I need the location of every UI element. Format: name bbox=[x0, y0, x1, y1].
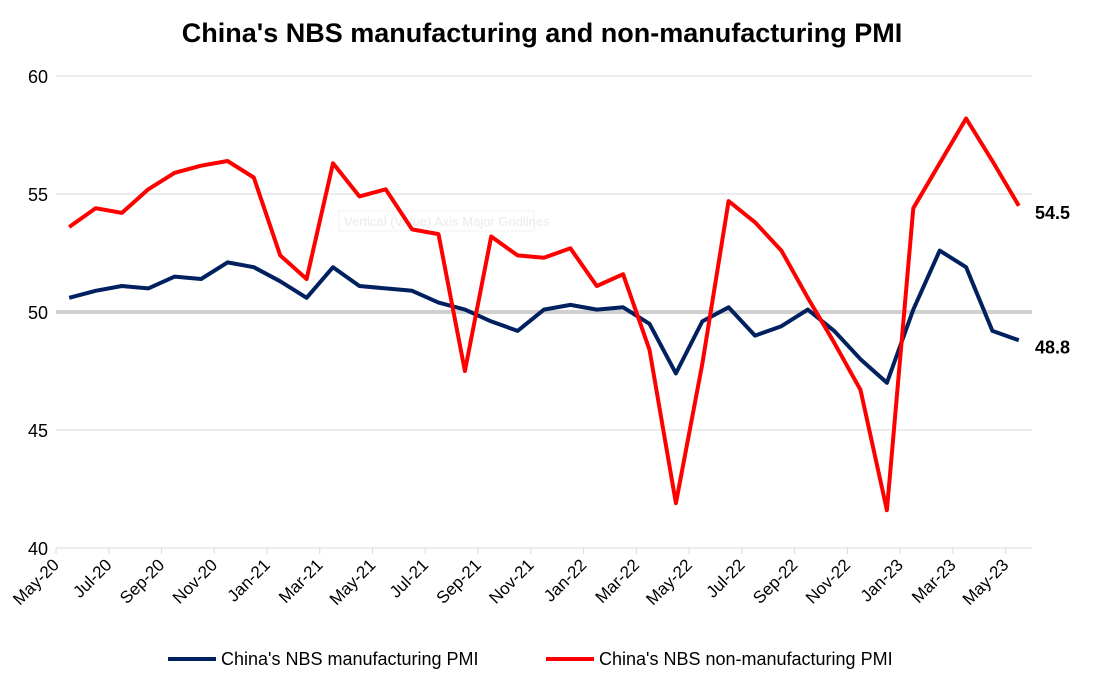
y-tick-label: 60 bbox=[28, 67, 48, 87]
series-line-non-manufacturing bbox=[68, 116, 1021, 513]
chart-title: China's NBS manufacturing and non-manufa… bbox=[182, 18, 902, 48]
y-tick-label: 40 bbox=[28, 539, 48, 559]
x-tick-label: Sep-22 bbox=[749, 555, 801, 607]
x-tick-label: Nov-22 bbox=[802, 555, 854, 607]
legend-label: China's NBS non-manufacturing PMI bbox=[599, 649, 893, 669]
x-tick-label: Jul-21 bbox=[386, 555, 432, 601]
end-data-label: 48.8 bbox=[1035, 337, 1070, 357]
x-tick-label: Nov-20 bbox=[169, 555, 221, 607]
y-tick-label: 50 bbox=[28, 303, 48, 323]
series-line-manufacturing bbox=[68, 248, 1020, 385]
x-tick-label: Mar-23 bbox=[908, 555, 960, 607]
x-tick-label: Mar-22 bbox=[592, 555, 644, 607]
x-tick-label: Jan-21 bbox=[224, 555, 274, 605]
x-tick-label: Mar-21 bbox=[275, 555, 327, 607]
x-tick-label: May-23 bbox=[959, 555, 1013, 609]
x-tick-label: Jul-20 bbox=[69, 555, 115, 601]
tooltip-text: Vertical (Value) Axis Major Gridlines bbox=[344, 214, 550, 229]
end-data-label: 54.5 bbox=[1035, 203, 1070, 223]
x-tick-label: Sep-21 bbox=[433, 555, 485, 607]
gridline-tooltip: Vertical (Value) Axis Major Gridlines bbox=[338, 210, 550, 232]
x-tick-label: Sep-20 bbox=[116, 555, 168, 607]
legend-label: China's NBS manufacturing PMI bbox=[221, 649, 479, 669]
x-tick-label: May-21 bbox=[326, 555, 380, 609]
x-tick-label: Jan-22 bbox=[540, 555, 590, 605]
x-tick-label: Nov-21 bbox=[485, 555, 537, 607]
x-tick-label: Jul-22 bbox=[702, 555, 748, 601]
legend: China's NBS manufacturing PMI China's NBS… bbox=[168, 649, 893, 669]
x-tick-label: May-20 bbox=[9, 555, 63, 609]
x-tick-label: May-22 bbox=[642, 555, 696, 609]
y-tick-label: 55 bbox=[28, 185, 48, 205]
y-tick-label: 45 bbox=[28, 421, 48, 441]
x-tick-label: Jan-23 bbox=[857, 555, 907, 605]
